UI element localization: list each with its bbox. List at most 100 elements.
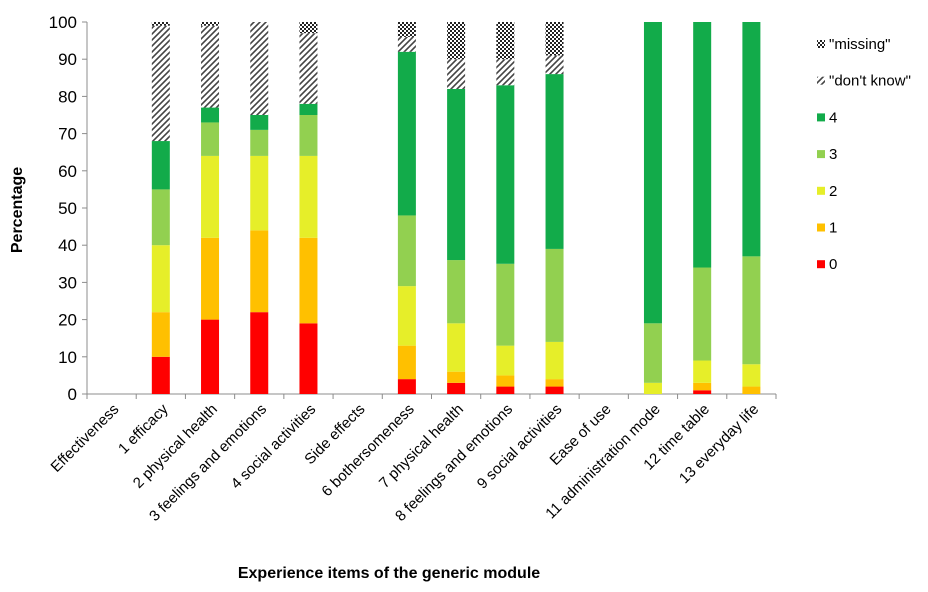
- legend-label-1: 1: [829, 220, 837, 237]
- y-tick-label: 80: [58, 87, 77, 106]
- legend-label-don-t-know: "don't know": [829, 73, 911, 90]
- bar-segment-4-2-physical-health: [201, 107, 220, 123]
- bar-segment-2-13-everyday-life: [742, 364, 761, 387]
- bar-segment-3-7-physical-health: [447, 260, 466, 324]
- legend-swatch-4: [817, 113, 825, 122]
- bar-segment-0-8-feelings-and-emotions: [496, 386, 515, 394]
- bar-segment-2-8-feelings-and-emotions: [496, 345, 515, 376]
- y-tick-label: 100: [49, 13, 77, 32]
- bar-segment-don-t-know-4-social-activities: [299, 33, 318, 104]
- y-axis-title: Percentage: [9, 167, 26, 253]
- bar-segment-0-3-feelings-and-emotions: [250, 312, 269, 394]
- bar-segment-3-8-feelings-and-emotions: [496, 263, 515, 346]
- bar-segment-3-12-time-table: [693, 267, 712, 361]
- bar-segment-don-t-know-8-feelings-and-emotions: [496, 59, 515, 86]
- legend-swatch-2: [817, 186, 825, 195]
- bar-segment-4-3-feelings-and-emotions: [250, 115, 269, 130]
- bar-segment-2-2-physical-health: [201, 155, 220, 238]
- y-tick-label: 20: [58, 311, 77, 330]
- legend-label-3: 3: [829, 146, 837, 163]
- bar-segment-missing-8-feelings-and-emotions: [496, 22, 515, 60]
- bar-segment-1-1-efficacy: [151, 312, 170, 357]
- bar-segment-1-6-bothersomeness: [397, 345, 416, 380]
- legend-label-2: 2: [829, 183, 837, 200]
- x-tick-label-7-physical-health: 7 physical health: [376, 401, 467, 492]
- x-tick-label-9-social-activities: 9 social activities: [474, 401, 566, 493]
- bar-segment-3-4-social-activities: [299, 115, 318, 156]
- bar-segment-missing-7-physical-health: [447, 22, 466, 60]
- x-tick-label-4-social-activities: 4 social activities: [228, 401, 320, 493]
- bar-segment-4-4-social-activities: [299, 103, 318, 115]
- bar-segment-missing-2-physical-health: [201, 22, 220, 26]
- bar-segment-3-13-everyday-life: [742, 256, 761, 365]
- x-tick-label-effectiveness: Effectiveness: [48, 401, 123, 476]
- legend-swatch-missing: [817, 40, 825, 48]
- bar-segment-3-6-bothersomeness: [397, 215, 416, 287]
- bar-segment-don-t-know-6-bothersomeness: [397, 36, 416, 52]
- bar-segment-missing-1-efficacy: [151, 22, 170, 26]
- x-tick-label-2-physical-health: 2 physical health: [130, 401, 221, 492]
- bar-segment-0-2-physical-health: [201, 319, 220, 394]
- bar-segment-3-9-social-activities: [545, 248, 564, 342]
- bar-segment-don-t-know-7-physical-health: [447, 59, 466, 89]
- legend-swatch-3: [817, 150, 825, 159]
- y-tick-label: 60: [58, 162, 77, 181]
- bar-segment-missing-4-social-activities: [299, 22, 318, 34]
- bar-segment-4-13-everyday-life: [742, 22, 761, 257]
- y-tick-label: 70: [58, 125, 77, 144]
- legend-label-missing: "missing": [829, 36, 891, 53]
- bar-segment-4-12-time-table: [693, 22, 712, 268]
- bar-segment-2-11-administration-mode: [643, 382, 662, 394]
- legend-label-4: 4: [829, 109, 837, 126]
- bar-segment-2-4-social-activities: [299, 155, 318, 238]
- y-tick-label: 30: [58, 273, 77, 292]
- bar-segment-0-6-bothersomeness: [397, 379, 416, 394]
- bar-segment-3-11-administration-mode: [643, 323, 662, 383]
- bar-segment-2-9-social-activities: [545, 341, 564, 380]
- legend-swatch-0: [817, 260, 825, 269]
- bar-segment-3-2-physical-health: [201, 122, 220, 156]
- bar-segment-0-12-time-table: [693, 390, 712, 394]
- bar-segment-4-8-feelings-and-emotions: [496, 85, 515, 264]
- bar-segment-3-3-feelings-and-emotions: [250, 129, 269, 156]
- bar-segment-1-13-everyday-life: [742, 386, 761, 394]
- bar-segment-0-1-efficacy: [151, 356, 170, 394]
- bar-segment-don-t-know-9-social-activities: [545, 55, 564, 75]
- bar-segment-4-7-physical-health: [447, 88, 466, 261]
- bar-segment-missing-9-social-activities: [545, 22, 564, 56]
- bar-segment-2-1-efficacy: [151, 245, 170, 313]
- bar-segment-1-4-social-activities: [299, 237, 318, 324]
- bar-segment-0-4-social-activities: [299, 323, 318, 394]
- legend-label-0: 0: [829, 256, 837, 273]
- bar-segment-4-9-social-activities: [545, 74, 564, 249]
- bar-segment-1-3-feelings-and-emotions: [250, 230, 269, 313]
- bar-segment-4-1-efficacy: [151, 141, 170, 190]
- y-tick-label: 90: [58, 50, 77, 69]
- legend-swatch-don-t-know: [817, 76, 825, 85]
- bar-segment-0-9-social-activities: [545, 386, 564, 394]
- bar-segment-1-8-feelings-and-emotions: [496, 375, 515, 387]
- bar-segment-don-t-know-2-physical-health: [201, 25, 220, 108]
- bar-segment-2-6-bothersomeness: [397, 286, 416, 346]
- bar-segment-2-3-feelings-and-emotions: [250, 155, 269, 231]
- y-tick-label: 10: [58, 348, 77, 367]
- y-tick-label: 40: [58, 236, 77, 255]
- bar-segment-1-9-social-activities: [545, 379, 564, 387]
- bar-segment-2-12-time-table: [693, 360, 712, 383]
- bar-segment-don-t-know-3-feelings-and-emotions: [250, 22, 269, 115]
- bar-segment-2-7-physical-health: [447, 323, 466, 372]
- y-tick-label: 50: [58, 199, 77, 218]
- bar-segment-don-t-know-1-efficacy: [151, 25, 170, 142]
- bar-segment-1-12-time-table: [693, 382, 712, 391]
- y-tick-label: 0: [68, 385, 77, 404]
- bar-segment-missing-6-bothersomeness: [397, 22, 416, 37]
- x-axis-title: Experience items of the generic module: [238, 565, 540, 582]
- bar-segment-0-7-physical-health: [447, 382, 466, 394]
- bar-segment-4-11-administration-mode: [643, 22, 662, 324]
- bar-segment-4-6-bothersomeness: [397, 51, 416, 216]
- bar-segment-3-1-efficacy: [151, 189, 170, 246]
- bar-segment-1-7-physical-health: [447, 371, 466, 383]
- bar-segment-1-2-physical-health: [201, 237, 220, 320]
- x-tick-label-6-bothersomeness: 6 bothersomeness: [318, 401, 417, 500]
